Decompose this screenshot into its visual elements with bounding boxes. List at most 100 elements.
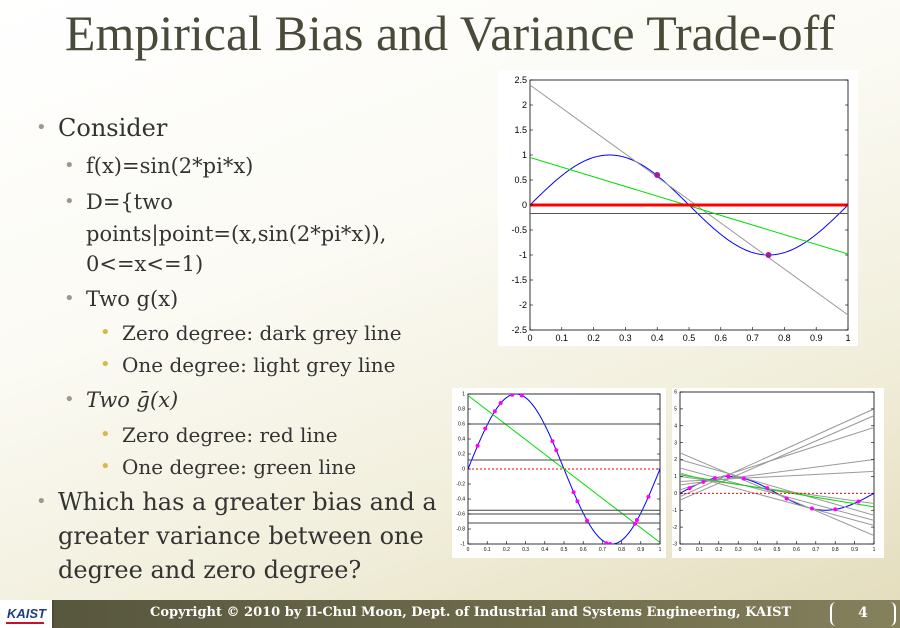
bullet-dot-icon: • <box>100 456 111 477</box>
sample-point <box>654 172 661 178</box>
bullet-text: Zero degree: dark grey line <box>122 321 402 345</box>
bullet-one-degree-grey: • One degree: light grey line <box>100 349 395 381</box>
x-tick-label: 0.4 <box>651 333 664 343</box>
chart-main-svg: 0 0.1 0.2 0.3 0.4 0.5 0.6 0.7 0.8 0.9 1 -2.5 -2 -1.5 -… <box>511 75 850 343</box>
x-tick-label: 0.1 <box>484 547 491 553</box>
series-line <box>680 475 874 504</box>
bullet-question-line3: degree and zero degree? <box>58 554 361 586</box>
sample-point <box>604 541 609 544</box>
chart-main: 0 0.1 0.2 0.3 0.4 0.5 0.6 0.7 0.8 0.9 1 -2.5 -2 -1.5 -… <box>498 70 858 346</box>
y-tick-label: 1 <box>522 150 527 160</box>
bullet-two-gbar: • Two ḡ(x) <box>64 384 179 416</box>
series-line <box>680 415 874 501</box>
y-tick-label: 0 <box>674 491 677 497</box>
y-tick-label: 1 <box>674 474 677 480</box>
bullet-text: 0<=x<=1) <box>86 252 204 276</box>
y-tick-label: 3 <box>674 440 677 446</box>
sample-point <box>571 490 576 495</box>
y-tick-label: 0.2 <box>458 452 465 458</box>
bullet-dot-icon: • <box>64 155 75 176</box>
bullet-dot-icon: • <box>100 322 111 343</box>
sample-point <box>742 476 747 481</box>
bullet-text: Two ḡ(x) <box>86 388 179 412</box>
y-tick-label: 2 <box>674 457 677 463</box>
y-tick-label: 1.5 <box>514 125 527 135</box>
x-tick-label: 0.9 <box>637 547 644 553</box>
sample-point <box>519 394 524 398</box>
sample-point <box>585 518 590 523</box>
sample-point <box>833 507 838 512</box>
bullet-text: points|point=(x,sin(2*pi*x)), <box>86 222 387 246</box>
y-tick-label: 0 <box>522 200 527 210</box>
x-tick-label: 0.9 <box>810 333 823 343</box>
y-tick-label: -2 <box>673 525 678 531</box>
y-tick-label: -2.5 <box>511 325 527 335</box>
sample-point <box>475 443 480 448</box>
logo-area: KAIST <box>0 600 54 628</box>
series-line <box>680 459 874 516</box>
sample-point <box>510 394 515 397</box>
bullet-text: D={two <box>86 190 173 214</box>
sample-point <box>765 486 770 491</box>
sample-point <box>646 494 651 499</box>
y-tick-label: 5 <box>674 407 677 413</box>
y-tick-label: -1 <box>519 250 527 260</box>
bullet-d: • D={two <box>64 186 173 218</box>
y-tick-label: -0.6 <box>456 512 465 518</box>
sample-point <box>856 499 861 504</box>
x-tick-label: 0.4 <box>754 547 761 553</box>
x-tick-label: 0.3 <box>522 547 529 553</box>
x-tick-label: 0.7 <box>599 547 606 553</box>
sample-point <box>554 448 559 453</box>
bullet-dot-icon: • <box>64 288 75 309</box>
sample-point <box>550 439 555 444</box>
bullet-two-g: • Two g(x) <box>64 283 179 315</box>
bullet-question: • Which has a greater bias and a <box>36 486 437 518</box>
y-tick-label: 2 <box>522 100 527 110</box>
y-tick-label: 0.5 <box>514 175 527 185</box>
x-tick-label: 0.2 <box>503 547 510 553</box>
series-line <box>530 84 848 316</box>
x-tick-label: 0.1 <box>696 547 703 553</box>
chart-one-degree-svg: 0 0.1 0.2 0.3 0.4 0.5 0.6 0.7 0.8 0.9 1 -3 -2 -1 0 1 2 3 4… <box>673 390 876 553</box>
bullet-text: degree and zero degree? <box>58 556 362 584</box>
bullet-text: f(x)=sin(2*pi*x) <box>86 154 254 178</box>
x-tick-label: 0.3 <box>735 547 742 553</box>
bullet-dot-icon: • <box>36 491 47 512</box>
bullet-text: Which has a greater bias and a <box>58 488 437 516</box>
sample-point <box>809 506 814 511</box>
y-tick-label: -0.4 <box>456 497 465 503</box>
y-tick-label: -2 <box>519 300 527 310</box>
bullet-one-degree-green: • One degree: green line <box>100 451 356 483</box>
bullet-dot-icon: • <box>64 389 75 410</box>
bullet-dot-icon: • <box>100 424 111 445</box>
x-tick-label: 0.6 <box>715 333 728 343</box>
page-number: 4 <box>858 605 868 621</box>
series-line <box>680 472 874 526</box>
y-tick-label: 4 <box>674 423 677 429</box>
x-tick-label: 0 <box>679 547 682 553</box>
x-tick-label: 0.8 <box>618 547 625 553</box>
plot-area <box>680 408 874 537</box>
series-line <box>680 474 874 508</box>
bullet-d-line3: 0<=x<=1) <box>86 248 203 280</box>
x-tick-label: 0.5 <box>561 547 568 553</box>
bullet-text: Two g(x) <box>86 287 179 311</box>
y-tick-label: 6 <box>674 390 677 396</box>
y-tick-label: -1 <box>673 508 678 514</box>
sample-point <box>608 542 613 544</box>
sample-point <box>498 401 503 405</box>
y-tick-label: 0.8 <box>458 407 465 413</box>
y-tick-label: -0.8 <box>456 527 465 533</box>
x-tick-label: 0.4 <box>541 547 548 553</box>
slide-title: Empirical Bias and Variance Trade-off <box>64 5 836 61</box>
bullet-consider: • Consider <box>36 112 167 144</box>
bullet-text: greater variance between one <box>58 522 424 550</box>
x-tick-label: 0.3 <box>619 333 632 343</box>
y-tick-label: 0.6 <box>458 422 465 428</box>
y-tick-label: 0.4 <box>458 437 465 443</box>
x-tick-label: 0.5 <box>774 547 781 553</box>
bullet-question-line2: greater variance between one <box>58 520 424 552</box>
x-tick-label: 0.2 <box>715 547 722 553</box>
sample-point <box>634 518 639 522</box>
